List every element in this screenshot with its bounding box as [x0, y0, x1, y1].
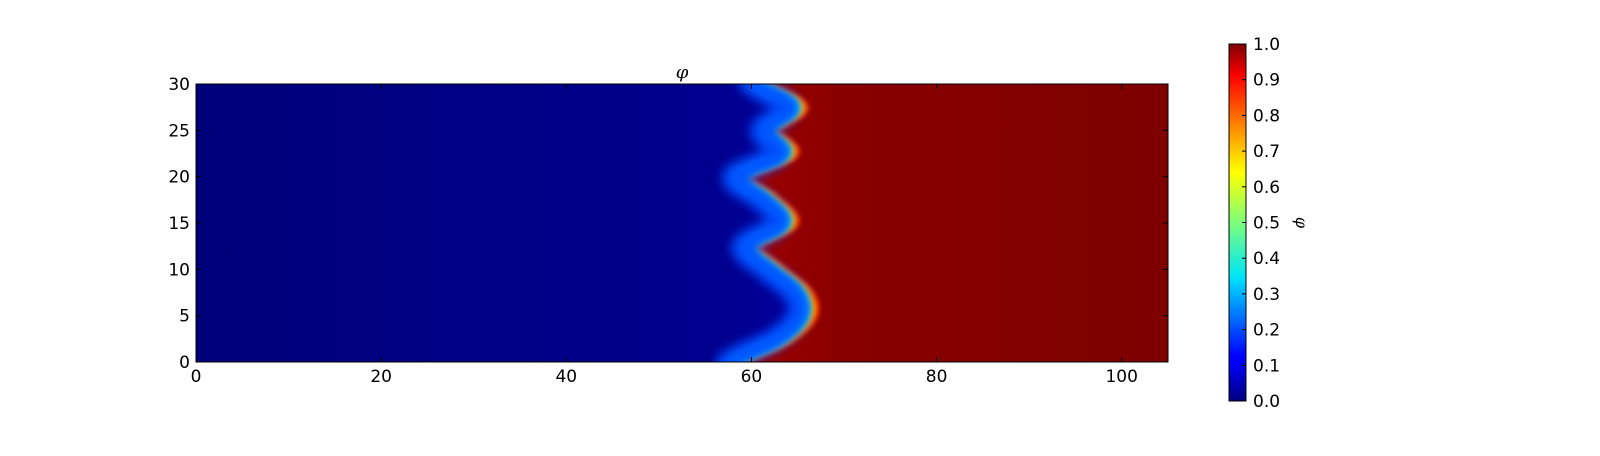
colorbar-tick-label: 0.7: [1253, 142, 1280, 162]
heatmap-plot: [195, 83, 1169, 363]
x-tick-label: 80: [926, 367, 948, 387]
colorbar: 0.0 0.1 0.2 0.3 0.4 0.5 0.6 0.7 0.8 0.9 1.0 φ: [1228, 35, 1311, 412]
colorbar-label: φ: [1292, 217, 1311, 229]
x-tick-label: 20: [370, 367, 392, 387]
interface-band-blue: [715, 84, 811, 362]
colorbar-tick-label: 0.1: [1253, 356, 1280, 376]
y-tick-label: 5: [179, 307, 190, 327]
x-tick-label: 40: [555, 367, 577, 387]
x-tick-label: 0: [191, 367, 202, 387]
colorbar-tick-label: 0.3: [1253, 285, 1280, 305]
colorbar-tick-label: 0.6: [1253, 178, 1280, 198]
colorbar-tick-label: 0.0: [1253, 392, 1280, 412]
colorbar-tick-label: 0.4: [1253, 249, 1280, 269]
y-axis: 0 5 10 15 20 25 30: [168, 75, 1168, 373]
colorbar-tick-label: 0.2: [1253, 321, 1280, 341]
colorbar-tick-label: 0.5: [1253, 214, 1280, 234]
y-tick-label: 10: [168, 260, 190, 280]
y-tick-label: 0: [179, 353, 190, 373]
y-tick-label: 25: [168, 121, 190, 141]
chart-title: φ: [676, 62, 689, 83]
y-tick-label: 15: [168, 214, 190, 234]
colorbar-ticks: 0.0 0.1 0.2 0.3 0.4 0.5 0.6 0.7 0.8 0.9 1.0: [1242, 35, 1280, 412]
heatmap-region-high: [737, 84, 1168, 362]
colorbar-tick-label: 0.8: [1253, 106, 1280, 126]
x-tick-label: 60: [741, 367, 763, 387]
x-tick-label: 100: [1105, 367, 1137, 387]
colorbar-tick-label: 0.9: [1253, 71, 1280, 91]
x-axis: 0 20 40 60 80 100: [191, 84, 1138, 387]
y-tick-label: 20: [168, 168, 190, 188]
colorbar-tick-label: 1.0: [1253, 35, 1280, 55]
y-tick-label: 30: [168, 75, 190, 95]
